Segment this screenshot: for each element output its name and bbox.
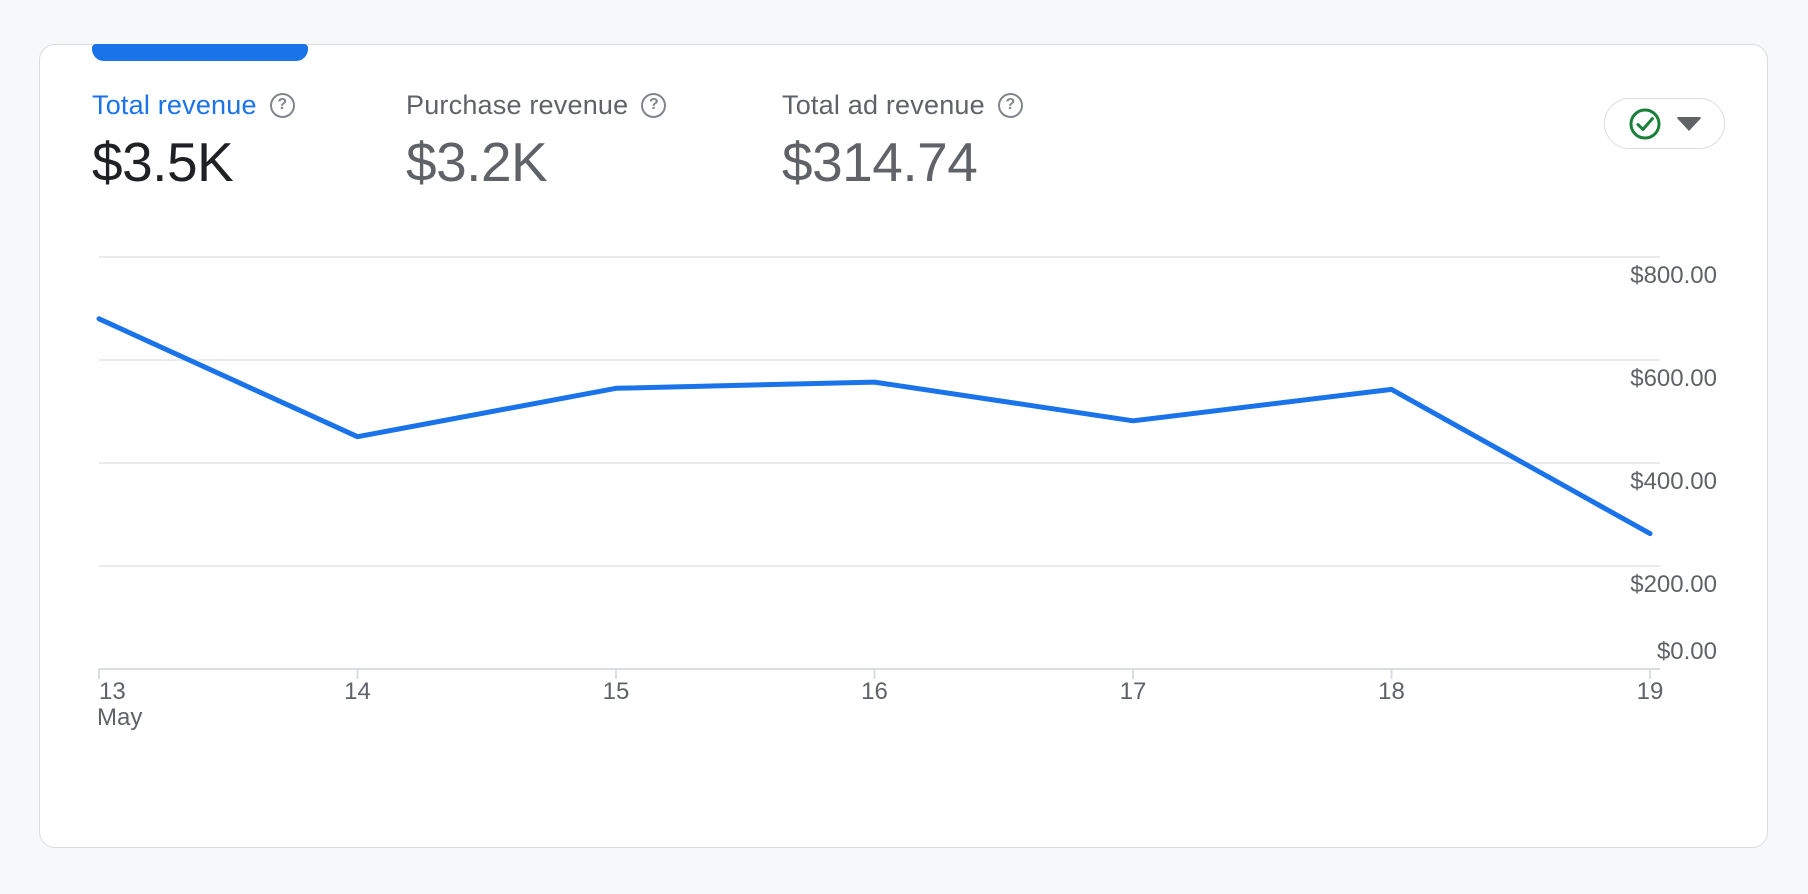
dropdown-caret-icon: [1676, 116, 1702, 131]
metric-header: Purchase revenue ?: [406, 87, 667, 123]
metric-header: Total revenue ?: [92, 87, 295, 123]
x-axis-tick-label: 16: [861, 678, 888, 705]
help-icon[interactable]: ?: [269, 92, 295, 118]
y-axis-tick-label: $200.00: [1630, 571, 1717, 598]
y-axis-tick-label: $600.00: [1630, 365, 1717, 392]
x-axis-tick-label: 19: [1637, 678, 1664, 705]
y-axis-tick-label: $800.00: [1630, 262, 1717, 289]
x-axis-tick-label: 17: [1120, 678, 1147, 705]
metric-header: Total ad revenue ?: [782, 87, 1023, 123]
metric-tab-purchase-revenue[interactable]: Purchase revenue ? $3.2K: [406, 87, 667, 193]
x-axis-tick-label: 18: [1378, 678, 1405, 705]
question-mark: ?: [648, 96, 659, 113]
x-axis-tick-label: 13: [99, 678, 126, 705]
metric-label: Purchase revenue: [406, 89, 629, 120]
selected-tab-indicator: [92, 44, 308, 61]
help-icon[interactable]: ?: [641, 92, 667, 118]
metric-tab-total-ad-revenue[interactable]: Total ad revenue ? $314.74: [782, 87, 1023, 191]
metric-label: Total revenue: [92, 89, 257, 120]
help-icon[interactable]: ?: [997, 92, 1023, 118]
check-circle-icon: [1629, 108, 1661, 139]
x-axis-month-label: May: [97, 704, 142, 731]
y-axis-tick-label: $400.00: [1630, 468, 1717, 495]
metric-label: Total ad revenue: [782, 89, 985, 120]
question-mark: ?: [1005, 96, 1016, 113]
series-line-total-revenue: [96, 316, 1653, 537]
revenue-report-card: Total revenue ? $3.5K Purchase revenue ?…: [39, 44, 1768, 848]
x-axis-tick-label: 15: [603, 678, 630, 705]
metric-tab-total-revenue[interactable]: Total revenue ? $3.5K: [92, 87, 295, 191]
question-mark: ?: [277, 96, 288, 113]
metric-value: $314.74: [782, 131, 978, 193]
data-quality-button[interactable]: [1604, 98, 1725, 149]
y-axis-tick-label: $0.00: [1657, 638, 1717, 665]
x-axis-tick-label: 14: [344, 678, 371, 705]
metric-value: $3.5K: [92, 131, 234, 193]
metric-value: $3.2K: [406, 131, 548, 193]
